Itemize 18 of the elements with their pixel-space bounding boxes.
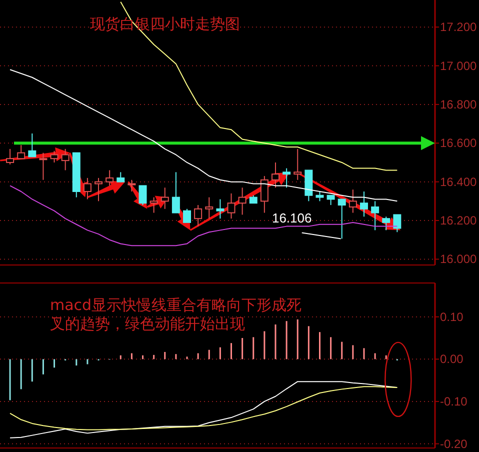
y-tick-label: 0.00: [440, 352, 464, 366]
y-tick-label: -0.10: [440, 394, 468, 408]
y-tick-label: 17.200: [440, 20, 478, 34]
line-series: [10, 69, 398, 202]
y-tick-label: 17.000: [440, 58, 478, 73]
line-series: [120, 1, 398, 171]
annotation: macd显示快慢线重合有略向下形成死叉的趋势，绿色动能开始出现: [50, 296, 303, 334]
y-tick-label: 16.600: [440, 136, 478, 150]
y-tick-label: 16.800: [440, 97, 478, 112]
annotation: 16.106: [272, 210, 312, 226]
line-series: [10, 381, 398, 438]
y-tick-label: 16.000: [440, 252, 478, 266]
y-tick-label: 0.10: [440, 310, 464, 324]
y-tick-label: 16.200: [440, 214, 478, 228]
y-tick-label: -0.20: [440, 436, 468, 451]
y-tick-label: 16.400: [440, 174, 478, 189]
line-series: [10, 386, 398, 430]
text: 现货白银四小时走势图: [90, 15, 240, 33]
